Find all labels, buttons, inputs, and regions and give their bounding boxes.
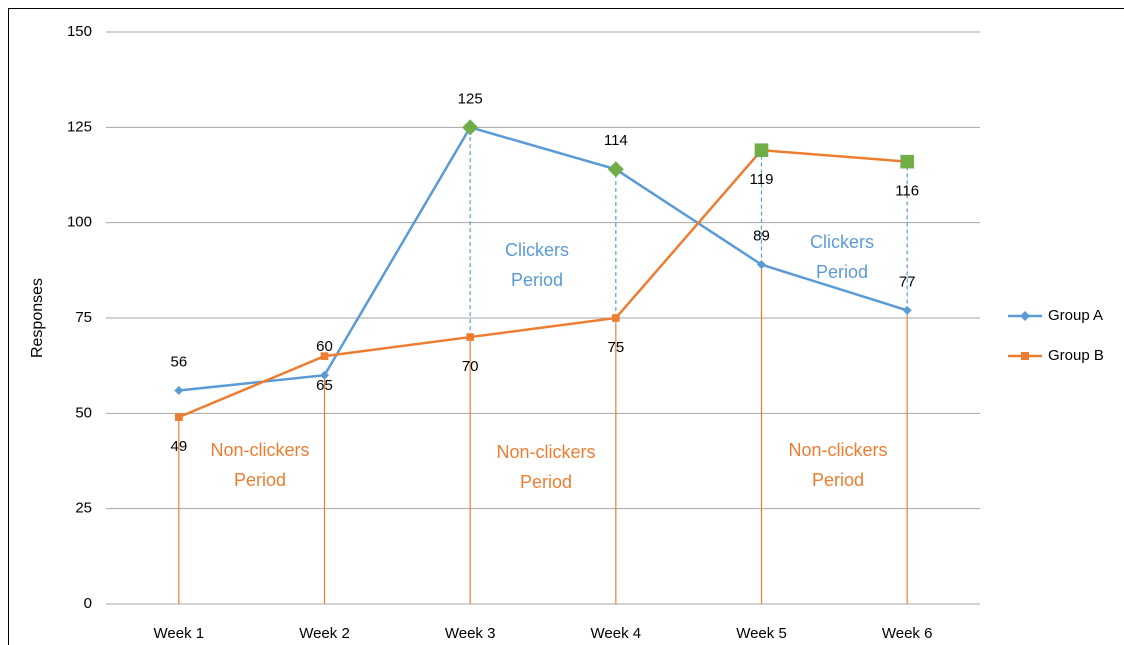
x-tick-label: Week 1	[154, 625, 205, 642]
annotation: Period	[812, 470, 864, 490]
legend-marker	[1021, 352, 1029, 360]
y-tick-label: 125	[67, 118, 92, 135]
annotation: Period	[520, 472, 572, 492]
data-label: 65	[316, 377, 333, 394]
point	[466, 333, 474, 341]
y-tick-label: 150	[67, 23, 92, 40]
point	[754, 143, 769, 158]
legend-label: Group A	[1048, 307, 1103, 324]
x-tick-label: Week 6	[882, 625, 933, 642]
data-label: 70	[462, 358, 479, 375]
point	[320, 370, 329, 380]
data-label: 49	[170, 438, 187, 455]
y-tick-label: 25	[75, 500, 92, 517]
series-line	[178, 125, 908, 392]
annotation: Period	[816, 262, 868, 282]
annotation: Period	[234, 470, 286, 490]
data-label: 119	[750, 171, 774, 188]
point	[607, 161, 624, 178]
x-tick-label: Week 3	[445, 625, 496, 642]
point	[320, 352, 329, 360]
data-label: 60	[316, 338, 333, 355]
annotation: Non-clickers	[788, 440, 887, 460]
data-label: 114	[604, 132, 628, 149]
y-tick-label: 75	[75, 309, 92, 326]
point	[175, 413, 183, 421]
frame	[8, 8, 1124, 645]
data-label: 89	[753, 228, 770, 245]
x-tick-label: Week 4	[591, 625, 642, 642]
y-tick-label: 0	[84, 595, 92, 612]
point	[612, 314, 620, 322]
annotation: Non-clickers	[210, 440, 309, 460]
legend-label: Group B	[1048, 347, 1104, 364]
annotation: Non-clickers	[496, 442, 595, 462]
point	[174, 385, 184, 395]
data-label: 75	[607, 339, 624, 356]
point	[757, 260, 766, 270]
data-label: 125	[458, 90, 483, 107]
data-label: 116	[895, 183, 919, 200]
annotation: Clickers	[810, 232, 874, 252]
legend-marker	[1020, 311, 1030, 321]
point	[900, 154, 914, 169]
data-label: 56	[170, 353, 187, 370]
point	[462, 119, 479, 136]
point	[902, 305, 912, 315]
annotation: Period	[511, 270, 563, 290]
data-label: 77	[899, 273, 916, 290]
x-tick-label: Week 2	[299, 625, 350, 642]
x-tick-label: Week 5	[736, 625, 787, 642]
annotation: Clickers	[505, 240, 569, 260]
y-axis-label: Responses	[29, 278, 46, 358]
y-tick-label: 50	[75, 404, 92, 421]
y-tick-label: 100	[67, 214, 92, 231]
series-line	[178, 148, 908, 419]
